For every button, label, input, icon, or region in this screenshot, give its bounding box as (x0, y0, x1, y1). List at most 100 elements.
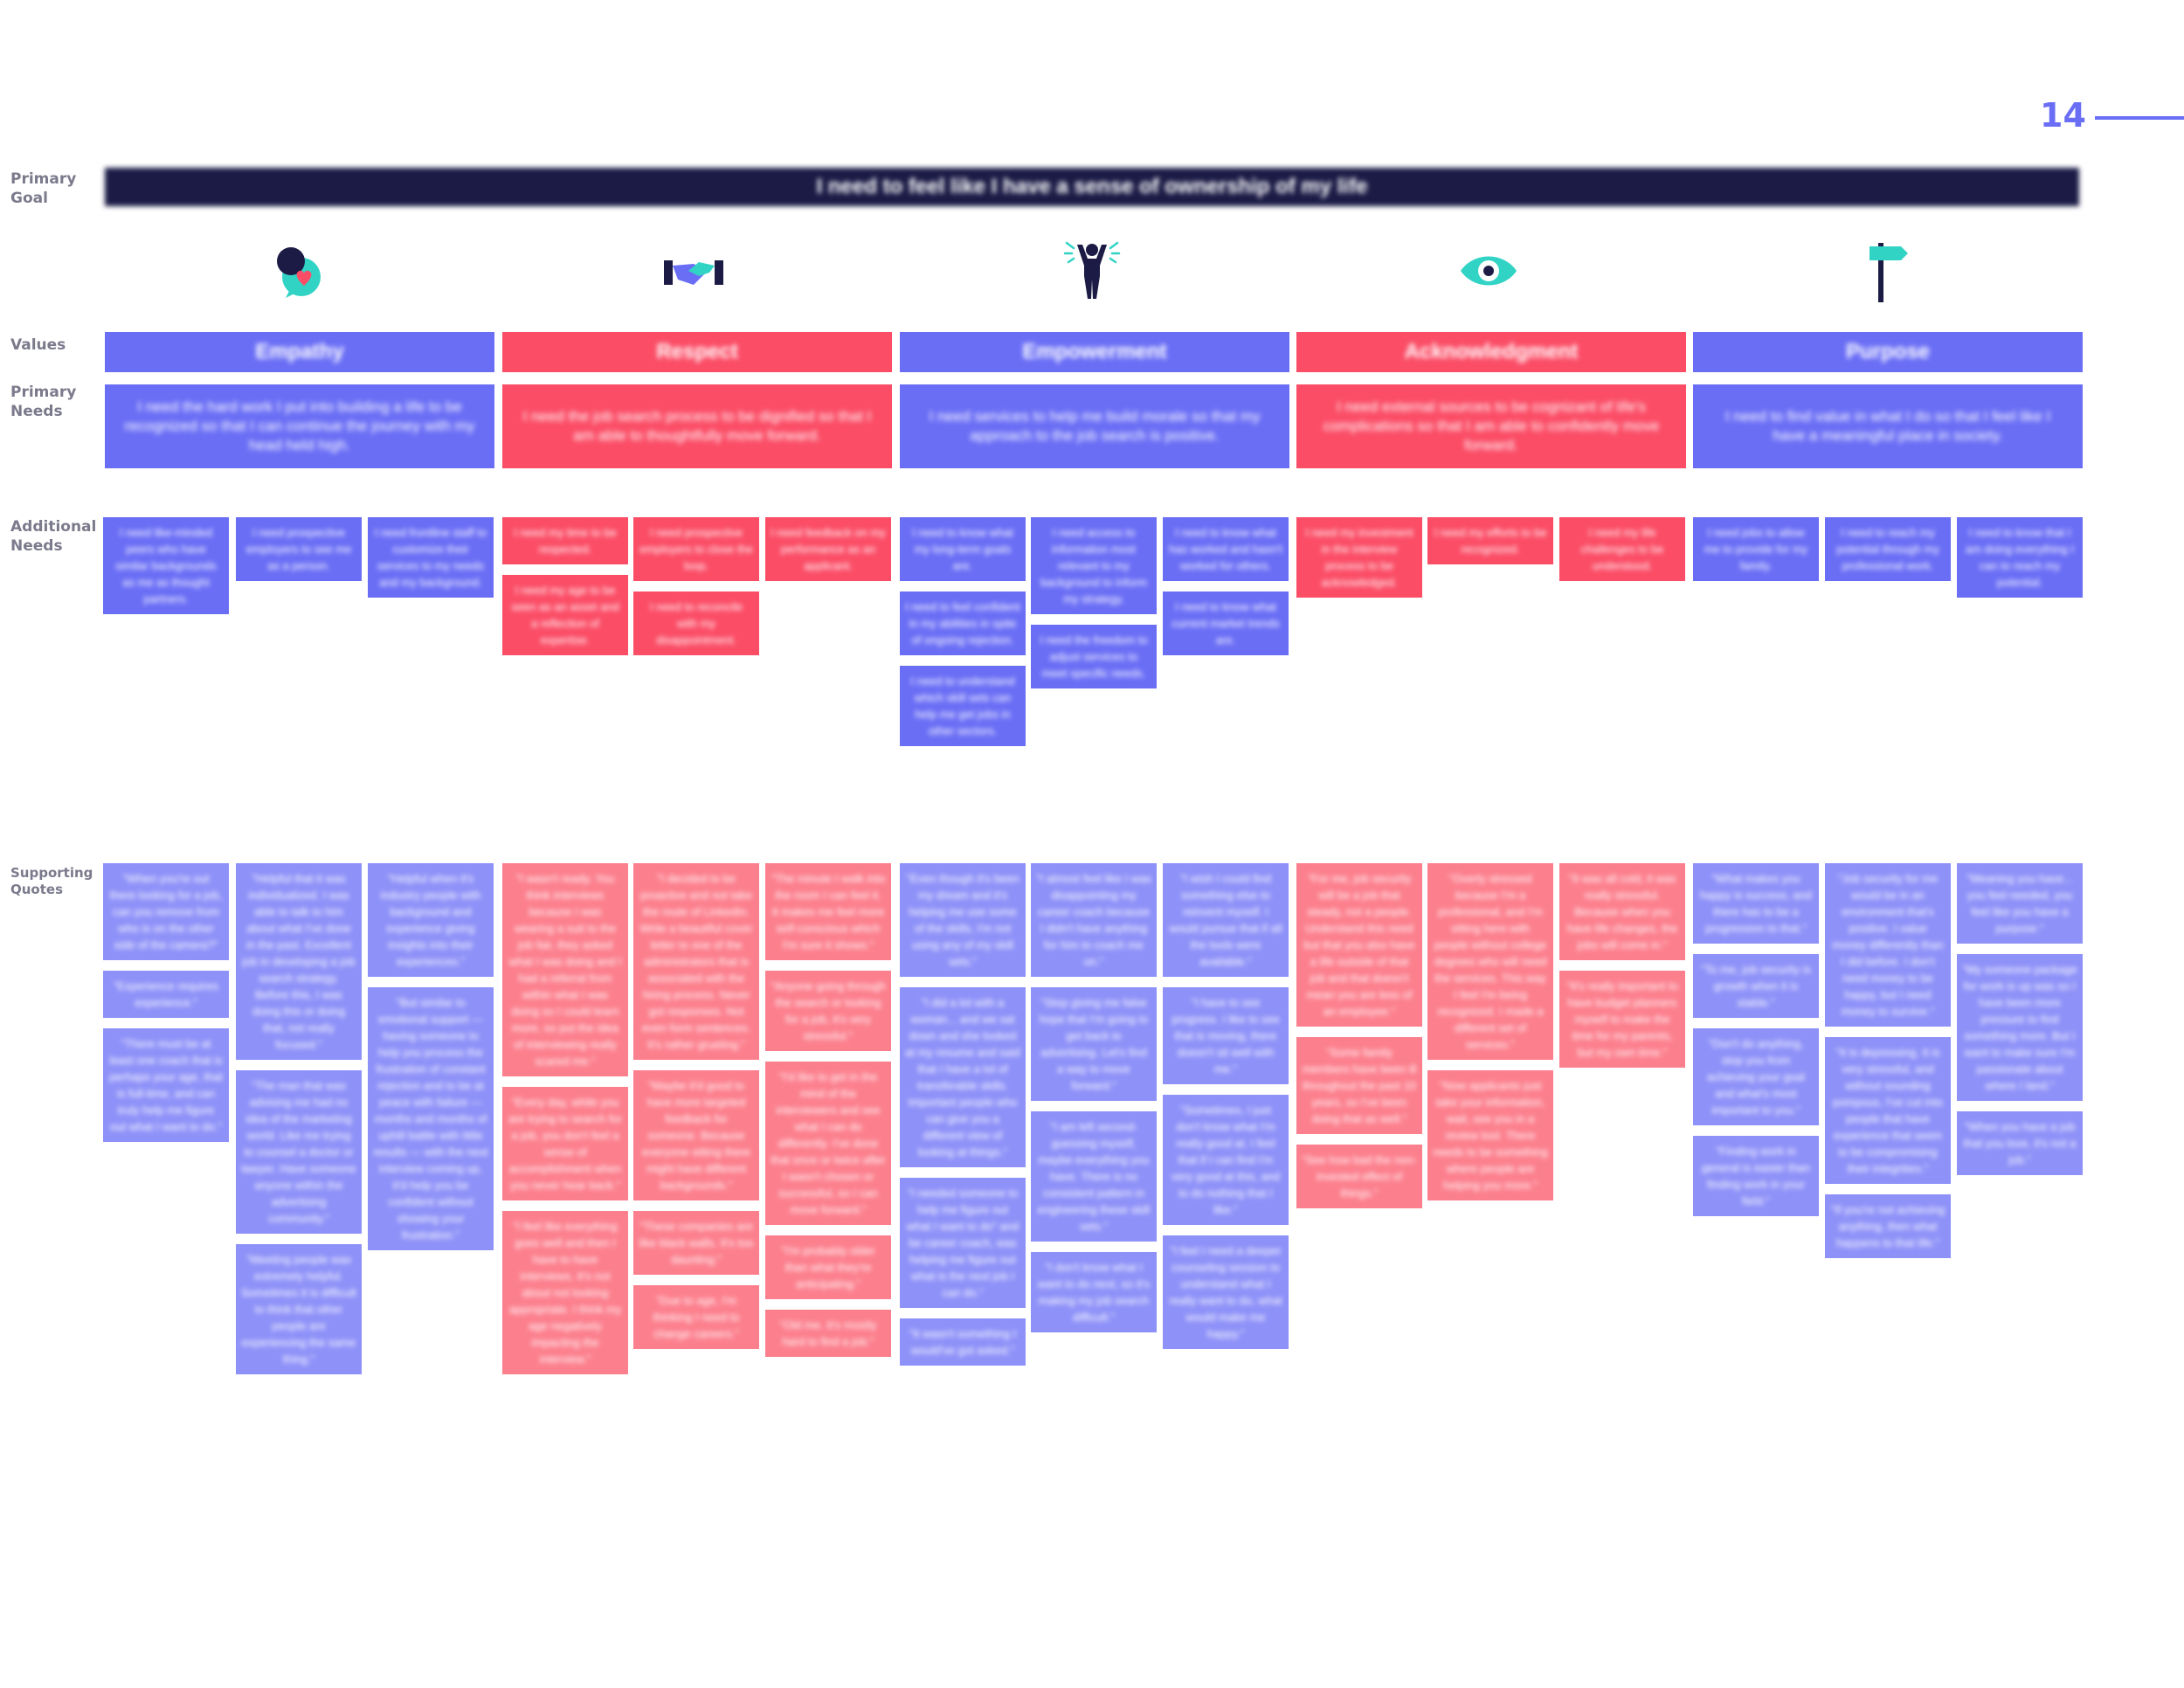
supporting-quote-text: "What makes you happy is success, and th… (1700, 872, 1812, 935)
value-respect: Respect (502, 332, 892, 372)
additional-need-note: I need to reach my potential through my … (1825, 517, 1951, 581)
supporting-quote-text: "It's really important to have budget pl… (1566, 979, 1678, 1059)
supporting-quote-note: "There must be at least one coach that i… (103, 1028, 229, 1142)
supporting-quote-note: "Job security for me would be in an envi… (1825, 863, 1951, 1027)
supporting-quote-text: "Helpful when it's industry people with … (380, 872, 481, 968)
primary-need-empowerment: I need services to help me build morale … (900, 384, 1289, 468)
supporting-quote-note: "It is depressing. It is very stressful,… (1825, 1037, 1951, 1184)
supporting-quote-text: "It is depressing. It is very stressful,… (1832, 1046, 1944, 1175)
supporting-quote-text: "I decided to be proactive and not take … (639, 872, 753, 1051)
additional-need-note: I need to know that I am doing everythin… (1957, 517, 2083, 598)
supporting-quote-text: "Now applicants just take your informati… (1433, 1079, 1548, 1192)
supporting-quote-text: "Sometimes, I just don't know what I'm r… (1171, 1103, 1281, 1216)
supporting-quote-column: "Job security for me would be in an envi… (1825, 863, 1951, 1258)
supporting-quote-note: "Stop giving me false hope that I'm goin… (1031, 987, 1157, 1101)
supporting-quote-text: "Stop giving me false hope that I'm goin… (1039, 996, 1149, 1092)
additional-need-column: I need to know that I am doing everythin… (1957, 517, 2083, 598)
additional-need-note: I need the freedom to adjust services to… (1031, 625, 1157, 688)
supporting-quote-text: "I needed someone to help me figure out … (906, 1186, 1019, 1299)
primary-goal-bar: I need to feel like I have a sense of ow… (105, 168, 2079, 206)
additional-need-text: I need feedback on my performance as an … (771, 526, 886, 572)
label-additional-needs: Additional Needs (10, 518, 97, 555)
supporting-quote-column: "Meaning you have... you feel needed, yo… (1957, 863, 2083, 1175)
empathy-heart-icon (262, 236, 332, 306)
supporting-quote-text: "To me, job security is growth when it i… (1701, 963, 1811, 1009)
label-values: Values (10, 336, 66, 354)
supporting-quote-text: "It wasn't something I would've got aske… (909, 1327, 1017, 1357)
supporting-quote-text: "Don't do anything, stop you from achiev… (1706, 1037, 1806, 1117)
supporting-quote-note: "I'm probably older than what they're an… (765, 1235, 891, 1299)
supporting-quote-text: "For me, job security will be a job that… (1303, 872, 1415, 1018)
label-primary-goal: Primary Goal (10, 170, 77, 207)
primary-need-empathy: I need the hard work I put into building… (105, 384, 494, 468)
supporting-quote-note: "Sometimes, I just don't know what I'm r… (1163, 1095, 1289, 1225)
supporting-quote-note: "I have to see progress. I like to see t… (1163, 987, 1289, 1084)
additional-need-note: I need feedback on my performance as an … (765, 517, 891, 581)
supporting-quote-text: "When you have a job that you love, it's… (1963, 1120, 2077, 1166)
additional-need-column: I need like-minded peers who have simila… (103, 517, 229, 614)
supporting-quote-column: "I almost feel like I was disappointing … (1031, 863, 1157, 1332)
supporting-quote-text: "I'd like to get in the mind of the inte… (771, 1070, 886, 1216)
supporting-quote-column: "What makes you happy is success, and th… (1693, 863, 1819, 1216)
supporting-quote-text: "Finding work in general is easier than … (1701, 1145, 1811, 1207)
supporting-quote-note: "I wish I could find something else to r… (1163, 863, 1289, 977)
supporting-quote-text: "I'm probably older than what they're an… (781, 1244, 875, 1290)
additional-need-column: I need prospective employers to see me a… (236, 517, 362, 581)
additional-need-note: I need prospective employers to close th… (633, 517, 759, 581)
supporting-quote-text: "I am left second-guessing myself, maybe… (1037, 1120, 1151, 1233)
supporting-quote-text: "See how bad the non-invested effect of … (1302, 1153, 1417, 1200)
additional-need-text: I need to know what my long-term goals a… (912, 526, 1013, 572)
supporting-quote-note: "I am left second-guessing myself, maybe… (1031, 1111, 1157, 1242)
additional-need-note: I need like-minded peers who have simila… (103, 517, 229, 614)
value-acknowledgment: Acknowledgment (1296, 332, 1686, 372)
supporting-quote-column: "For me, job security will be a job that… (1296, 863, 1422, 1208)
additional-need-note: I need to feel confident in my abilities… (900, 591, 1026, 655)
additional-need-text: I need my investment in the interview pr… (1305, 526, 1413, 589)
supporting-quote-note: "When you have a job that you love, it's… (1957, 1111, 2083, 1175)
supporting-quote-column: "I decided to be proactive and not take … (633, 863, 759, 1349)
label-primary-needs: Primary Needs (10, 384, 77, 420)
additional-need-text: I need access to information most releva… (1040, 526, 1148, 605)
supporting-quote-note: "Meaning you have... you feel needed, yo… (1957, 863, 2083, 944)
signpost-icon (1852, 236, 1922, 306)
supporting-quote-text: "The man that was advising me had no ide… (241, 1079, 356, 1225)
additional-need-text: I need to know that I am doing everythin… (1965, 526, 2075, 589)
supporting-quote-note: "These companies are like black walls. I… (633, 1211, 759, 1275)
supporting-quote-note: "I needed someone to help me figure out … (900, 1178, 1026, 1308)
value-empathy: Empathy (105, 332, 494, 372)
supporting-quote-text: "It was all cold, it was really stressfu… (1566, 872, 1678, 951)
supporting-quote-column: "It was all cold, it was really stressfu… (1559, 863, 1685, 1068)
supporting-quote-note: "Due to age, I'm thinking I need to chan… (633, 1285, 759, 1349)
label-supporting-quotes: Supporting Quotes (10, 865, 93, 897)
supporting-quote-note: "What makes you happy is success, and th… (1693, 863, 1819, 944)
supporting-quote-note: "I'd like to get in the mind of the inte… (765, 1062, 891, 1225)
supporting-quote-text: "Old me. It's mostly hard to find a job.… (779, 1318, 877, 1348)
supporting-quote-column: "Even though it's been my dream and it's… (900, 863, 1026, 1366)
supporting-quote-note: "I decided to be proactive and not take … (633, 863, 759, 1060)
supporting-quote-note: "Maybe it'd good to have more targeted f… (633, 1070, 759, 1200)
supporting-quote-text: "I feel like everything goes well and th… (508, 1220, 622, 1366)
additional-need-column: I need frontline staff to customize thei… (368, 517, 494, 598)
additional-need-note: I need to know what current market trend… (1163, 591, 1289, 655)
supporting-quote-note: "It's really important to have budget pl… (1559, 971, 1685, 1068)
supporting-quote-note: "The minute I walk into the room I can f… (765, 863, 891, 960)
page-number-rule (2095, 116, 2184, 120)
additional-need-note: I need prospective employers to see me a… (236, 517, 362, 581)
additional-need-text: I need to know what current market trend… (1171, 600, 1280, 647)
additional-need-column: I need feedback on my performance as an … (765, 517, 891, 581)
supporting-quote-column: "I wish I could find something else to r… (1163, 863, 1289, 1349)
additional-need-column: I need my time to be respected. I need my… (502, 517, 628, 655)
additional-need-text: I need prospective employers to close th… (639, 526, 754, 572)
additional-need-text: I need jobs to allow me to provide for m… (1704, 526, 1808, 572)
additional-need-column: I need my efforts to be recognized. (1427, 517, 1553, 564)
supporting-quote-text: "When you're out there looking for a job… (109, 872, 223, 951)
supporting-quote-column: "I wasn't ready. You think interviews be… (502, 863, 628, 1374)
supporting-quote-note: "I did a lot with a woman... and we sat … (900, 987, 1026, 1167)
supporting-quote-note: "Every day, while you are trying to sear… (502, 1087, 628, 1200)
additional-need-column: I need my life challenges to be understo… (1559, 517, 1685, 581)
supporting-quote-note: "The man that was advising me had no ide… (236, 1070, 362, 1234)
additional-need-text: I need my life challenges to be understo… (1580, 526, 1664, 572)
additional-need-note: I need to know what my long-term goals a… (900, 517, 1026, 581)
eye-icon (1454, 236, 1524, 306)
supporting-quote-note: "Finding work in general is easier than … (1693, 1136, 1819, 1216)
